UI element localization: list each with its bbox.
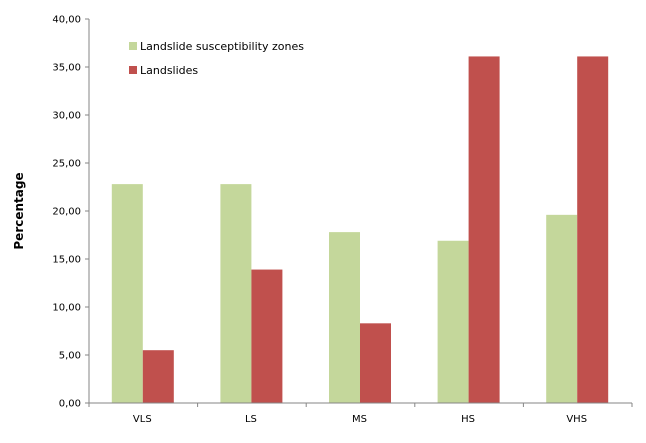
bar-landslides-ls — [251, 269, 283, 403]
bar-zones-hs — [437, 240, 469, 403]
y-tick-label: 15,00 — [52, 255, 81, 266]
x-tick-label: HS — [461, 414, 475, 425]
legend-label-zones: Landslide susceptibility zones — [140, 40, 304, 53]
bar-zones-vls — [111, 184, 143, 403]
bar-landslides-ms — [360, 323, 391, 403]
y-ticks: 0,00 5,00 10,00 15,00 20,00 25,00 30,00 35,00 40… — [52, 15, 89, 410]
y-tick-label: 40,00 — [52, 15, 81, 26]
y-tick-label: 35,00 — [52, 63, 81, 74]
x-ticks: VLS LS MS HS VHS — [88, 403, 633, 425]
x-tick-label: VLS — [133, 414, 152, 425]
y-tick-label: 25,00 — [52, 159, 81, 170]
bar-zones-ls — [220, 184, 252, 403]
legend-swatch-landslides — [129, 66, 137, 74]
y-axis-label: Percentage — [12, 172, 26, 249]
y-tick-label: 20,00 — [52, 207, 81, 218]
y-tick-label: 5,00 — [59, 351, 81, 362]
bar-zones-ms — [329, 232, 360, 403]
y-tick-label: 30,00 — [52, 111, 81, 122]
legend-swatch-zones — [129, 42, 137, 50]
x-tick-label: VHS — [566, 414, 587, 425]
bar-landslides-vls — [142, 350, 174, 403]
x-tick-label: MS — [352, 414, 367, 425]
bars — [111, 56, 609, 403]
y-tick-label: 0,00 — [59, 399, 81, 410]
legend: Landslide susceptibility zones Landslide… — [129, 40, 304, 77]
x-tick-label: LS — [245, 414, 257, 425]
bar-landslides-vhs — [577, 56, 609, 403]
bar-zones-vhs — [546, 214, 578, 403]
legend-label-landslides: Landslides — [140, 64, 198, 77]
bar-landslides-hs — [468, 56, 500, 403]
y-tick-label: 10,00 — [52, 303, 81, 314]
